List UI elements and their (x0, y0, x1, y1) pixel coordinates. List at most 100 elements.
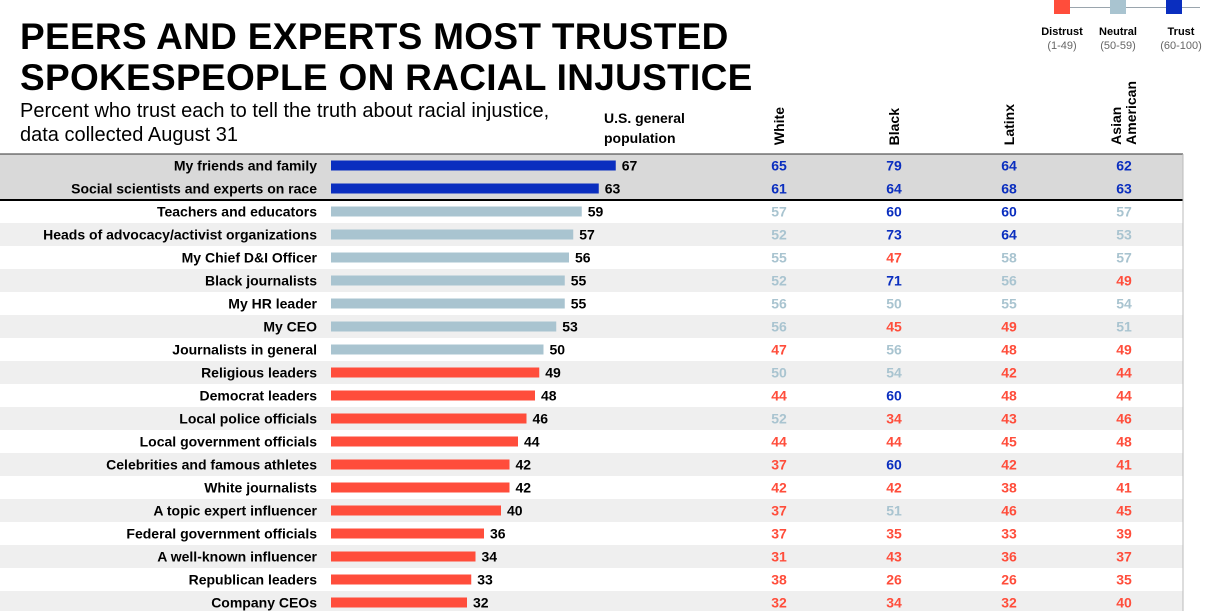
table-row-bg-heads-of-advocacy-activist-organizations (0, 223, 1183, 246)
bar-my-ceo (331, 321, 557, 332)
legend-range-neutral: (50-59) (1100, 40, 1136, 52)
chart-title: PEERS AND EXPERTS MOST TRUSTED SPOKESPEO… (20, 16, 753, 98)
legend-label-neutral: Neutral (1099, 26, 1137, 38)
bar-celebrities-and-famous-athletes (331, 459, 510, 470)
legend-range-trust: (60-100) (1160, 40, 1202, 52)
row-label-heads-of-advocacy-activist-organizations: Heads of advocacy/activist organizations (43, 227, 317, 243)
bar-black-journalists (331, 275, 565, 286)
table-row-bg-company-ceos (0, 591, 1183, 611)
table-row-bg-federal-government-officials (0, 522, 1183, 545)
table-row-bg-my-ceo (0, 315, 1183, 338)
cell-black-black-journalists: 71 (886, 273, 902, 289)
cell-latinx-company-ceos: 32 (1001, 595, 1017, 611)
table-row-bg-teachers-and-educators (0, 200, 1183, 223)
cell-black-my-hr-leader: 50 (886, 296, 902, 312)
cell-black-my-friends-and-family: 79 (886, 158, 902, 174)
cell-asian-american-heads-of-advocacy-activist-organizations: 53 (1116, 227, 1132, 243)
cell-white-celebrities-and-famous-athletes: 37 (771, 457, 787, 473)
cell-latinx-my-hr-leader: 55 (1001, 296, 1017, 312)
cell-black-heads-of-advocacy-activist-organizations: 73 (886, 227, 902, 243)
cell-black-teachers-and-educators: 60 (886, 204, 902, 220)
cell-white-journalists-in-general: 47 (771, 342, 787, 358)
bar-value-my-ceo: 53 (562, 319, 578, 335)
bar-local-government-officials (331, 436, 518, 447)
cell-white-a-well-known-influencer: 31 (771, 549, 787, 565)
cell-white-teachers-and-educators: 57 (771, 204, 787, 220)
cell-latinx-white-journalists: 38 (1001, 480, 1017, 496)
bar-value-journalists-in-general: 50 (550, 342, 566, 358)
bar-value-local-police-officials: 46 (533, 411, 549, 427)
cell-black-white-journalists: 42 (886, 480, 902, 496)
cell-black-company-ceos: 34 (886, 595, 902, 611)
bar-my-friends-and-family (331, 160, 616, 171)
cell-white-local-government-officials: 44 (771, 434, 787, 450)
table-row-bg-local-government-officials (0, 430, 1183, 453)
bar-value-my-chief-dandi-officer: 56 (575, 250, 591, 266)
row-label-religious-leaders: Religious leaders (201, 365, 317, 381)
cell-white-company-ceos: 32 (771, 595, 787, 611)
cell-black-a-topic-expert-influencer: 51 (886, 503, 902, 519)
cell-asian-american-teachers-and-educators: 57 (1116, 204, 1132, 220)
bar-value-heads-of-advocacy-activist-organizations: 57 (579, 227, 595, 243)
cell-asian-american-local-government-officials: 48 (1116, 434, 1132, 450)
cell-latinx-social-scientists-and-experts-on-race: 68 (1001, 181, 1017, 197)
bar-local-police-officials (331, 413, 527, 424)
bar-a-topic-expert-influencer (331, 505, 501, 516)
cell-latinx-federal-government-officials: 33 (1001, 526, 1017, 542)
row-label-black-journalists: Black journalists (205, 273, 317, 289)
bar-value-company-ceos: 32 (473, 595, 489, 611)
table-row-bg-religious-leaders (0, 361, 1183, 384)
bar-federal-government-officials (331, 528, 484, 539)
bar-a-well-known-influencer (331, 551, 476, 562)
cell-black-celebrities-and-famous-athletes: 60 (886, 457, 902, 473)
bar-teachers-and-educators (331, 206, 582, 217)
cell-black-democrat-leaders: 60 (886, 388, 902, 404)
cell-black-republican-leaders: 26 (886, 572, 902, 588)
bar-journalists-in-general (331, 344, 544, 355)
cell-white-a-topic-expert-influencer: 37 (771, 503, 787, 519)
bar-value-republican-leaders: 33 (477, 572, 493, 588)
cell-latinx-democrat-leaders: 48 (1001, 388, 1017, 404)
legend-swatch-trust (1166, 0, 1182, 14)
row-label-a-well-known-influencer: A well-known influencer (157, 549, 317, 565)
row-label-federal-government-officials: Federal government officials (126, 526, 317, 542)
cell-asian-american-republican-leaders: 35 (1116, 572, 1132, 588)
bar-company-ceos (331, 597, 467, 608)
row-label-a-topic-expert-influencer: A topic expert influencer (153, 503, 317, 519)
table-row-bg-democrat-leaders (0, 384, 1183, 407)
table-row-bg-celebrities-and-famous-athletes (0, 453, 1183, 476)
bar-value-a-well-known-influencer: 34 (482, 549, 498, 565)
bar-value-black-journalists: 55 (571, 273, 587, 289)
cell-asian-american-religious-leaders: 44 (1116, 365, 1132, 381)
row-label-my-hr-leader: My HR leader (228, 296, 317, 312)
cell-asian-american-journalists-in-general: 49 (1116, 342, 1132, 358)
cell-latinx-my-chief-dandi-officer: 58 (1001, 250, 1017, 266)
bar-value-federal-government-officials: 36 (490, 526, 506, 542)
cell-asian-american-company-ceos: 40 (1116, 595, 1132, 611)
cell-latinx-my-friends-and-family: 64 (1001, 158, 1017, 174)
bar-religious-leaders (331, 367, 540, 378)
cell-asian-american-democrat-leaders: 44 (1116, 388, 1132, 404)
table-row-bg-white-journalists (0, 476, 1183, 499)
bar-my-chief-dandi-officer (331, 252, 569, 263)
title-line-2: SPOKESPEOPLE ON RACIAL INJUSTICE (20, 57, 753, 98)
general-header-line-2: population (604, 130, 676, 146)
legend-range-distrust: (1-49) (1047, 40, 1077, 52)
bar-value-religious-leaders: 49 (545, 365, 561, 381)
row-label-democrat-leaders: Democrat leaders (199, 388, 317, 404)
cell-asian-american-local-police-officials: 46 (1116, 411, 1132, 427)
bar-value-my-friends-and-family: 67 (622, 158, 638, 174)
bar-value-local-government-officials: 44 (524, 434, 540, 450)
cell-latinx-a-well-known-influencer: 36 (1001, 549, 1017, 565)
cell-latinx-religious-leaders: 42 (1001, 365, 1017, 381)
cell-black-religious-leaders: 54 (886, 365, 902, 381)
cell-black-my-ceo: 45 (886, 319, 902, 335)
subtitle-line-2: data collected August 31 (20, 124, 238, 146)
cell-latinx-local-police-officials: 43 (1001, 411, 1017, 427)
cell-latinx-a-topic-expert-influencer: 46 (1001, 503, 1017, 519)
cell-white-democrat-leaders: 44 (771, 388, 787, 404)
legend-swatch-neutral (1110, 0, 1126, 14)
bar-my-hr-leader (331, 298, 565, 309)
cell-latinx-heads-of-advocacy-activist-organizations: 64 (1001, 227, 1017, 243)
